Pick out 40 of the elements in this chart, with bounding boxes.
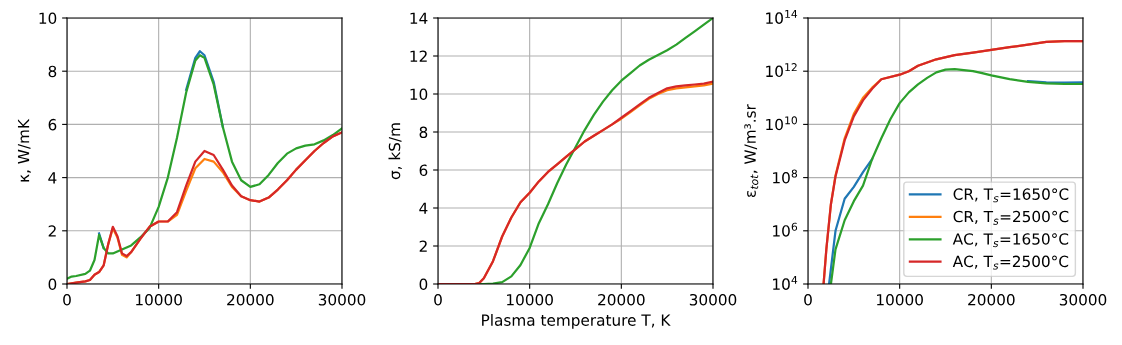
x-tick-label: 30000: [1059, 293, 1107, 306]
legend-label: AC, T$_{s}$=1650°C: [952, 233, 1069, 248]
x-tick-label: 20000: [227, 293, 274, 306]
x-tick-label: 0: [434, 293, 442, 306]
legend-label: AC, T$_{s}$=2500°C: [952, 255, 1069, 270]
y-tick-label: 10$^{12}$: [766, 63, 797, 78]
y-tick-label: 10$^{14}$: [766, 10, 798, 24]
x-tick-label: 0: [804, 293, 812, 306]
y-tick-label: 6: [419, 164, 428, 177]
y-tick-label: 6: [48, 118, 57, 131]
x-tick-label: 10000: [877, 293, 923, 306]
legend-label: CR, T$_{s}$=1650°C: [953, 188, 1069, 203]
y-tick-label: 10$^{10}$: [766, 116, 797, 131]
x-tick-label: 20000: [968, 293, 1015, 306]
x-tick-label: 20000: [598, 293, 645, 306]
y-tick-label: 2: [419, 240, 427, 252]
y-tick-label: 10: [39, 12, 57, 25]
x-tick-label: 0: [63, 293, 71, 306]
y-tick-label: 8: [419, 126, 428, 139]
y-tick-label: 2: [48, 225, 56, 237]
x-axis-title: Plasma temperature T, K: [482, 314, 671, 329]
y-tick-label: 4: [419, 202, 428, 214]
y-tick-label: 4: [48, 172, 57, 184]
y-tick-label: 10$^{8}$: [773, 169, 798, 184]
y-tick-label: 0: [48, 278, 57, 291]
y-tick-label: 10$^{4}$: [773, 276, 798, 290]
y-axis-title: ε$_{tot}$, W/m³.sr: [744, 104, 759, 197]
y-tick-label: 12: [410, 50, 427, 62]
x-tick-label: 30000: [689, 293, 737, 306]
y-axis-title: κ, W/mK: [17, 118, 31, 182]
y-tick-label: 10$^{6}$: [773, 222, 798, 237]
y-tick-label: 0: [419, 278, 428, 291]
y-tick-label: 8: [48, 65, 57, 78]
legend-label: CR, T$_{s}$=2500°C: [953, 210, 1069, 225]
x-tick-label: 10000: [136, 293, 182, 306]
y-tick-label: 14: [410, 12, 428, 24]
y-axis-title: σ, kS/m: [388, 123, 402, 180]
y-tick-label: 10: [410, 88, 428, 101]
x-tick-label: 10000: [507, 293, 553, 306]
x-tick-label: 30000: [318, 293, 366, 306]
